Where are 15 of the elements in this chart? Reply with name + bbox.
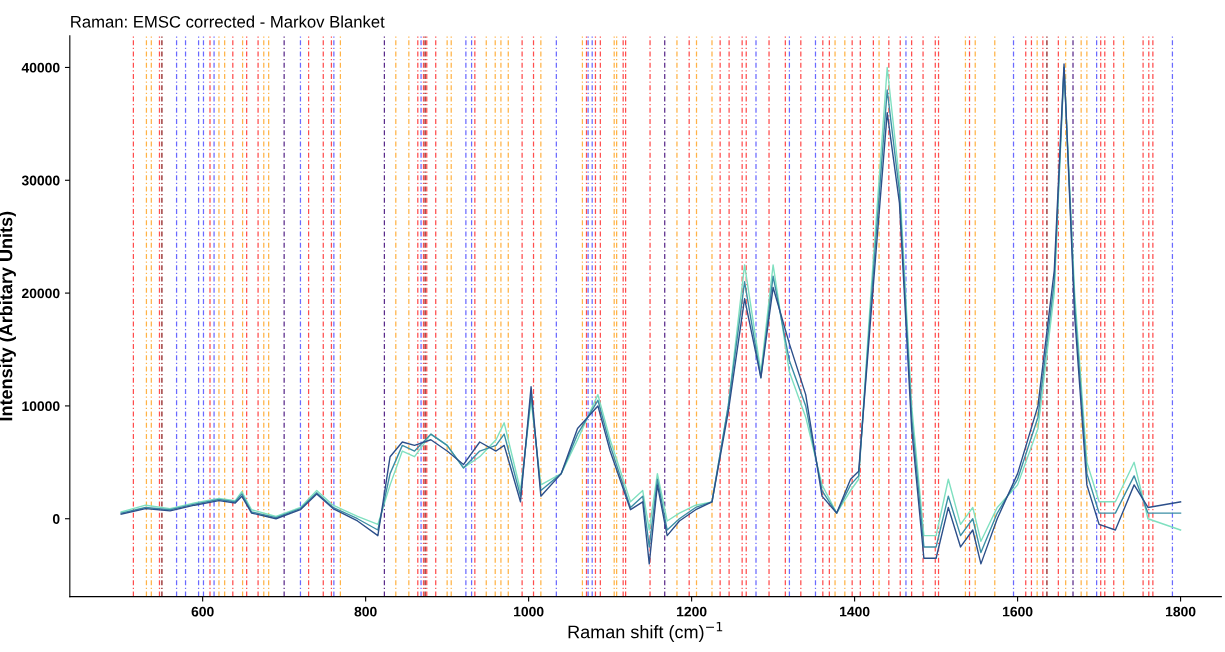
y-tick-label: 0 xyxy=(52,514,60,524)
x-tick-label: 1200 xyxy=(677,606,707,617)
y-tick-label: 30000 xyxy=(21,175,60,186)
x-tick-label: 1400 xyxy=(840,606,870,617)
y-tick-label: 20000 xyxy=(21,288,60,299)
x-tick-label: 1600 xyxy=(1003,606,1033,617)
x-axis-title: Raman shift (cm)$^{−1}$ xyxy=(568,622,723,642)
y-tick-label: 40000 xyxy=(21,62,60,73)
chart-title: Raman: EMSC corrected - Markov Blanket xyxy=(71,15,385,28)
x-tick-label: 1800 xyxy=(1166,606,1196,617)
y-tick-label: 10000 xyxy=(22,401,60,412)
y-axis-title: Intensity (Arbitary Units) xyxy=(0,211,16,421)
x-tick-label: 600 xyxy=(191,606,214,617)
x-tick-label: 800 xyxy=(354,606,377,617)
x-tick-label: 1000 xyxy=(514,606,544,617)
